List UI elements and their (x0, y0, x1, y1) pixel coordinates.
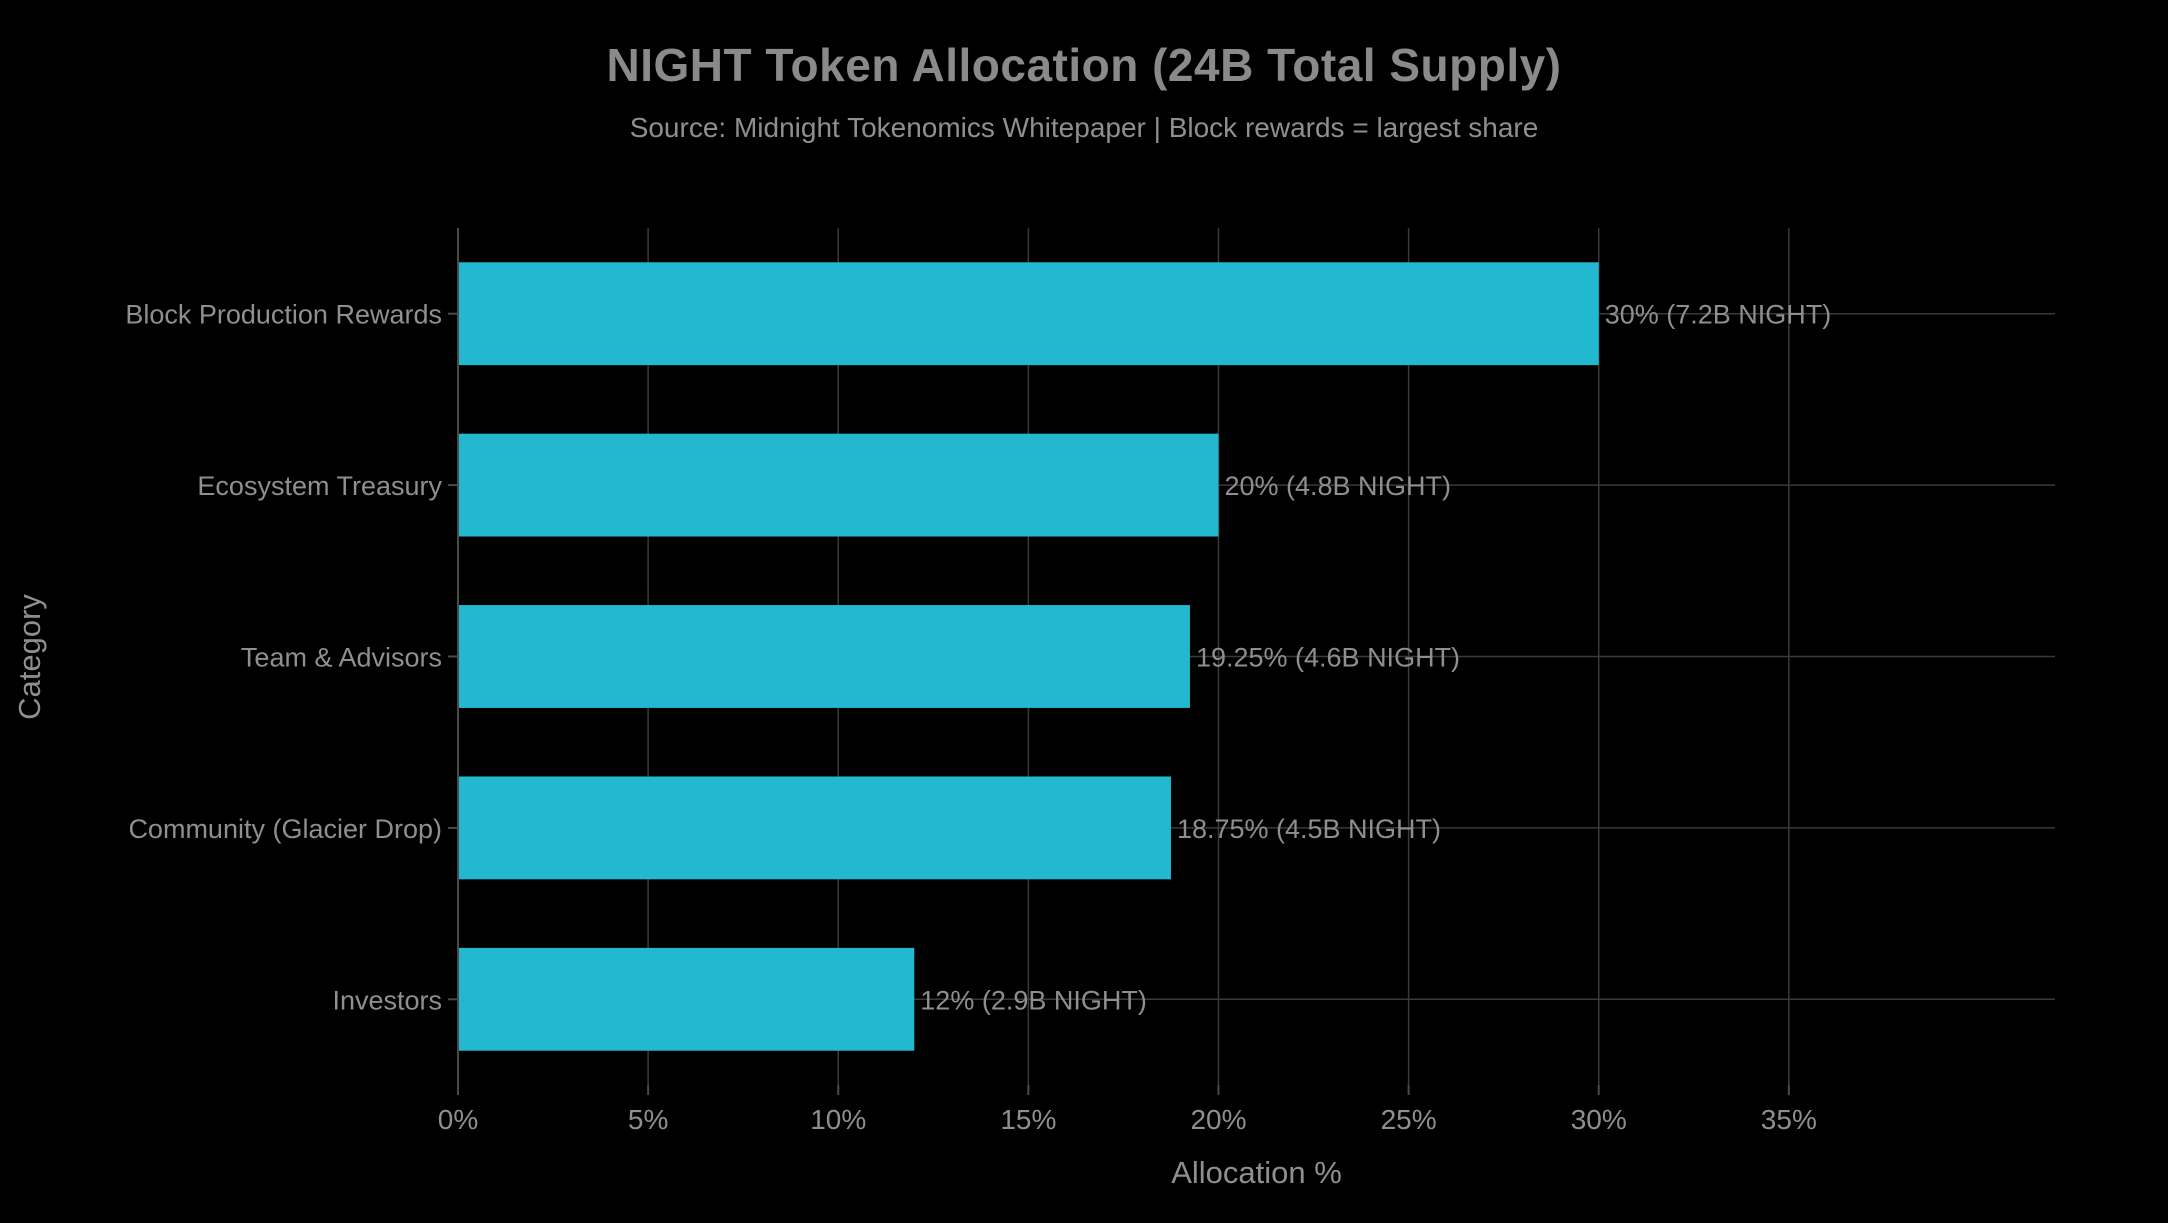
bar-value-label: 19.25% (4.6B NIGHT) (1196, 643, 1460, 673)
bar (458, 262, 1599, 366)
bar-value-label: 30% (7.2B NIGHT) (1605, 300, 1832, 330)
chart-title: NIGHT Token Allocation (24B Total Supply… (606, 39, 1562, 91)
category-label: Ecosystem Treasury (197, 471, 442, 501)
x-tick-label: 5% (628, 1104, 668, 1135)
category-label: Investors (332, 985, 442, 1015)
bars (458, 262, 1599, 1051)
x-tick-label: 35% (1761, 1104, 1817, 1135)
bar-value-label: 18.75% (4.5B NIGHT) (1177, 814, 1441, 844)
category-label: Block Production Rewards (125, 300, 442, 330)
x-tick-label: 20% (1190, 1104, 1246, 1135)
bar-value-label: 20% (4.8B NIGHT) (1224, 471, 1451, 501)
x-tick-label: 25% (1381, 1104, 1437, 1135)
data-labels: 30% (7.2B NIGHT) 20% (4.8B NIGHT) 19.25% (… (920, 300, 1831, 1016)
x-tick-label: 30% (1571, 1104, 1627, 1135)
x-axis-title: Allocation % (1171, 1155, 1342, 1190)
x-tick-label: 15% (1000, 1104, 1056, 1135)
bar (458, 433, 1219, 537)
x-tick-label: 10% (810, 1104, 866, 1135)
chart-subtitle: Source: Midnight Tokenomics Whitepaper |… (629, 112, 1539, 143)
x-tick-labels: 0% 5% 10% 15% 20% 25% 30% 35% (438, 1104, 1817, 1135)
category-label: Team & Advisors (241, 643, 442, 673)
bar-value-label: 12% (2.9B NIGHT) (920, 985, 1147, 1015)
category-labels: Block Production Rewards Ecosystem Treasu… (125, 300, 442, 1016)
y-axis-title: Category (12, 594, 47, 720)
bar (458, 947, 915, 1051)
bar (458, 776, 1171, 880)
bar (458, 605, 1190, 708)
category-label: Community (Glacier Drop) (128, 814, 442, 844)
x-tick-label: 0% (438, 1104, 478, 1135)
